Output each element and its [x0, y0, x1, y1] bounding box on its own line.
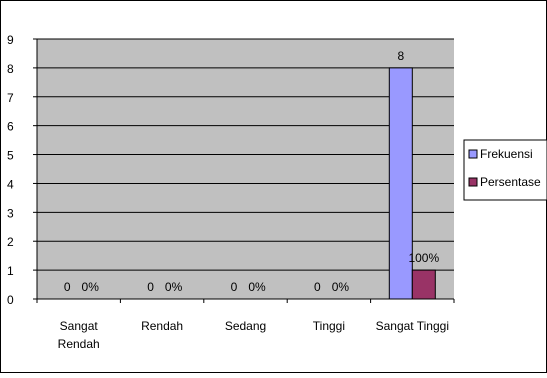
x-tick-label: Sangat Tinggi	[376, 319, 449, 333]
y-tick-label: 1	[7, 264, 14, 278]
bar-persentase	[411, 269, 436, 300]
data-label: 0	[231, 280, 238, 294]
legend: Frekuensi Persentase	[463, 139, 547, 201]
data-label: 0%	[82, 280, 100, 294]
data-label: 0%	[248, 280, 266, 294]
y-tick-label: 6	[7, 120, 14, 134]
legend-swatch	[468, 177, 478, 187]
data-label: 0	[64, 280, 71, 294]
data-label: 0%	[165, 280, 183, 294]
data-label: 100%	[408, 251, 439, 265]
data-label: 0	[147, 280, 154, 294]
legend-box	[463, 139, 547, 201]
x-tick-label: Sedang	[225, 319, 266, 333]
data-labels: 0 0% 0 0% 0 0% 0 0% 8 100%	[64, 49, 440, 294]
data-label: 0	[314, 280, 321, 294]
x-tick-label: Tinggi	[313, 319, 345, 333]
y-tick-label: 0	[7, 293, 14, 307]
y-tick-label: 5	[7, 149, 14, 163]
plot-area	[37, 39, 454, 299]
axes: 0 1 2 3 4 5 6 7 8 9 Sangat Rendah Rendah Sedang Tinggi…	[7, 33, 455, 351]
y-tick-label: 9	[7, 33, 14, 47]
x-tick-label: Sangat	[60, 319, 99, 333]
legend-label: Persentase	[480, 175, 541, 189]
y-tick-label: 2	[7, 235, 14, 249]
legend-label: Frekuensi	[480, 147, 533, 161]
y-tick-label: 7	[7, 91, 14, 105]
y-tick-label: 3	[7, 206, 14, 220]
x-tick-label: Rendah	[141, 319, 183, 333]
y-tick-label: 8	[7, 62, 14, 76]
y-tick-label: 4	[7, 177, 14, 191]
data-label: 0%	[332, 280, 350, 294]
x-tick-label: Rendah	[58, 337, 100, 351]
gridlines	[37, 38, 454, 300]
legend-swatch	[468, 149, 478, 159]
data-label: 8	[397, 49, 404, 63]
